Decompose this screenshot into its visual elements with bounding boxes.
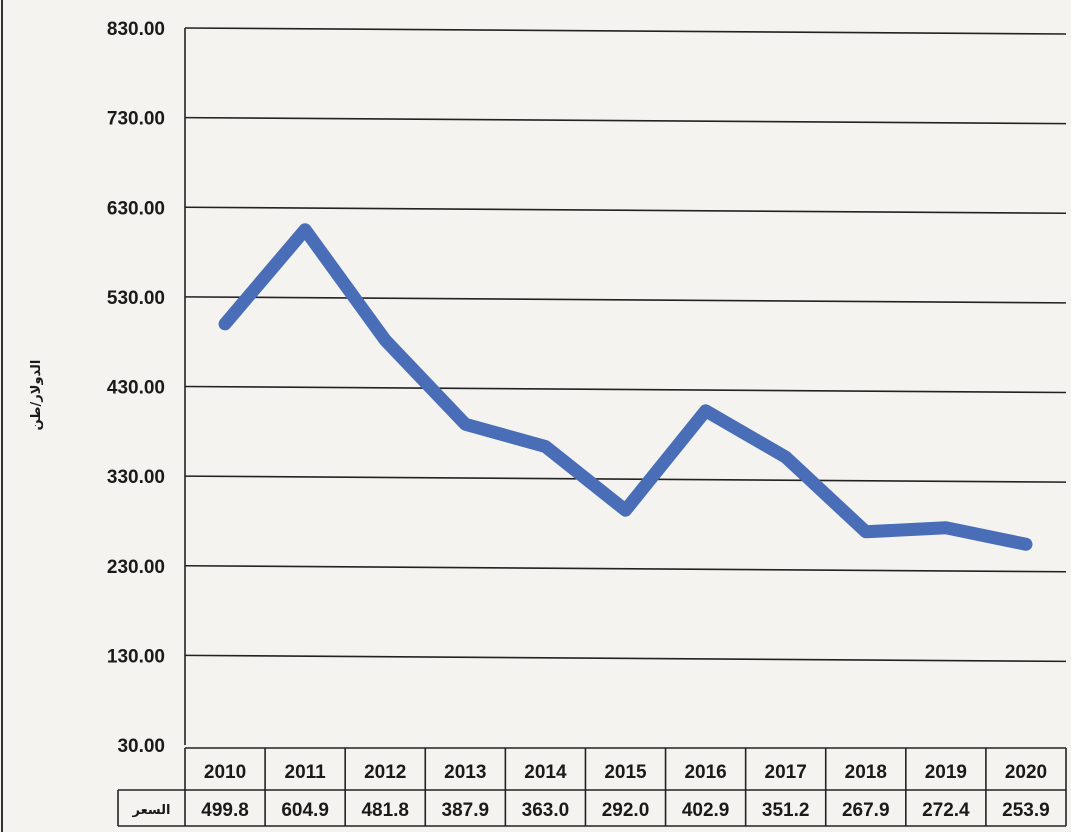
x-tick-label: 2019 xyxy=(925,762,967,783)
data-label: 402.9 xyxy=(682,800,730,821)
x-tick-label: 2014 xyxy=(524,762,567,783)
x-tick-label: 2011 xyxy=(285,762,327,783)
y-tick-label: 730.00 xyxy=(107,109,165,130)
data-point xyxy=(625,509,626,511)
gridline xyxy=(184,27,1067,35)
x-tick-label: 2010 xyxy=(204,762,246,783)
data-label: 267.9 xyxy=(842,800,890,821)
y-tick-label: 330.00 xyxy=(107,467,165,488)
data-point xyxy=(1025,543,1027,545)
y-tick-label: 130.00 xyxy=(107,646,165,667)
data-point xyxy=(865,531,867,533)
table-series-label: السعر xyxy=(132,803,171,818)
data-point xyxy=(785,456,787,458)
y-tick-label: 530.00 xyxy=(107,288,165,309)
data-label: 604.9 xyxy=(281,800,329,821)
y-tick-label: 630.00 xyxy=(107,198,165,219)
gridlines xyxy=(184,27,1067,745)
data-label: 253.9 xyxy=(1002,800,1050,821)
y-axis-ticks: 830.00 730.00 630.00 530.00 430.00 330.00 230.… xyxy=(107,19,165,757)
y-tick-label: 430.00 xyxy=(107,378,165,399)
data-point xyxy=(705,410,707,412)
series-line xyxy=(218,223,1033,551)
x-tick-label: 2016 xyxy=(684,762,726,783)
x-tick-label: 2018 xyxy=(845,762,887,783)
x-tick-label: 2020 xyxy=(1005,762,1047,783)
gridline xyxy=(184,116,1067,125)
gridline xyxy=(184,654,1067,663)
y-tick-label: 230.00 xyxy=(107,557,165,578)
gridline xyxy=(184,475,1067,483)
data-point xyxy=(224,323,226,325)
data-table: 2010 2011 2012 2013 2014 2015 2016 2017 2018 2019… xyxy=(117,747,1067,827)
y-tick-label: 830.00 xyxy=(107,19,165,40)
data-label: 272.4 xyxy=(922,800,970,821)
data-label: 387.9 xyxy=(442,800,490,821)
gridline xyxy=(184,564,1067,573)
data-point xyxy=(945,527,947,529)
y-tick-label: 30.00 xyxy=(117,736,165,757)
data-label: 292.0 xyxy=(602,800,650,821)
gridline xyxy=(184,206,1067,215)
x-tick-label: 2012 xyxy=(364,762,406,783)
x-tick-label: 2013 xyxy=(444,762,486,783)
gridline xyxy=(184,296,1067,304)
data-label: 351.2 xyxy=(762,800,810,821)
y-axis-label: الدولار/طن xyxy=(29,360,44,431)
data-label: 363.0 xyxy=(522,800,570,821)
data-label: 481.8 xyxy=(361,800,409,821)
x-tick-label: 2017 xyxy=(765,762,807,783)
x-tick-label: 2015 xyxy=(604,762,647,783)
data-point xyxy=(544,446,546,448)
gridline xyxy=(184,385,1067,394)
data-label: 499.8 xyxy=(201,800,249,821)
data-point xyxy=(304,229,306,231)
data-point xyxy=(384,339,386,341)
data-point xyxy=(464,423,466,425)
